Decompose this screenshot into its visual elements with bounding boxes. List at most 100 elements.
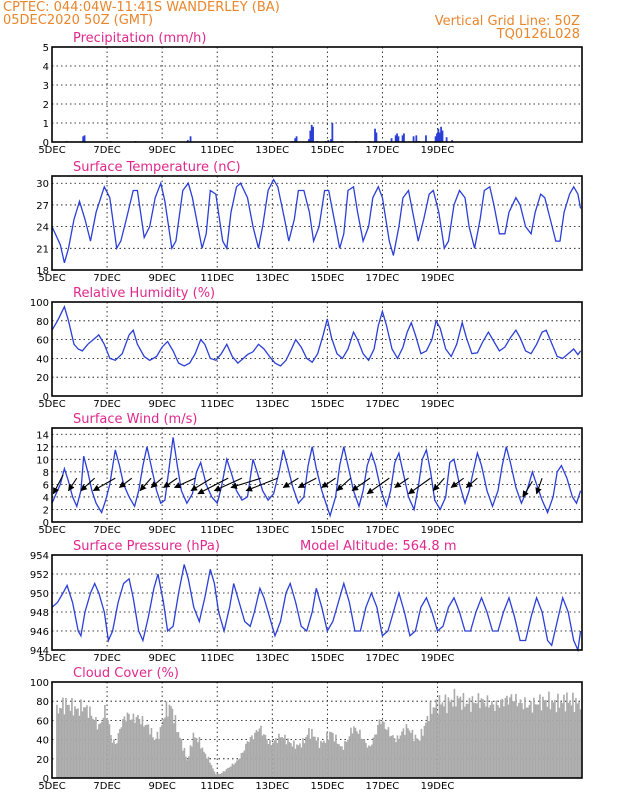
cloud-cover-bar: [164, 717, 166, 778]
cloud-cover-bar: [258, 728, 261, 778]
cloud-cover-bar: [281, 736, 283, 778]
temperature-title: Surface Temperature (nC): [73, 160, 241, 175]
cloud-cover-bar: [99, 723, 102, 778]
cloud-cover-bar: [179, 737, 181, 778]
cloud-cover-bar: [272, 742, 274, 778]
cloud-cover-bar: [333, 741, 336, 778]
wind-series-line: [51, 437, 582, 518]
pressure-ytick-label: 954: [30, 551, 49, 562]
precipitation-bar: [438, 132, 441, 142]
cloud-cover-bar: [206, 758, 208, 778]
cloud-cover-bar: [560, 702, 562, 778]
header-vertical-grid: Vertical Grid Line: 50Z: [434, 14, 580, 29]
cloud-cover-bar: [275, 738, 277, 778]
precipitation-ytick-label: 5: [43, 43, 49, 54]
precipitation-bar: [434, 136, 437, 142]
cloud-cover-bar: [393, 738, 396, 778]
cloud-cover-bar: [563, 694, 565, 778]
cloud-cover-bar: [522, 709, 525, 778]
cloud-cover-bar: [59, 707, 61, 778]
cloud-cover-bar: [459, 696, 462, 778]
wind-vector-arrow: [118, 477, 133, 488]
cloud-ytick-label: 20: [36, 755, 49, 766]
cloud-cover-bar: [174, 715, 177, 778]
cloud-cover-bar: [527, 707, 529, 778]
cloud-cover-bar: [248, 742, 250, 778]
precipitation-bar: [445, 137, 448, 142]
cloud-cover-bar: [173, 723, 175, 778]
cloud-cover-bar: [201, 747, 204, 778]
cloud-cover-bar: [92, 718, 94, 778]
wind-ytick-label: 2: [43, 505, 49, 516]
cloud-cover-bar: [276, 743, 279, 778]
cloud-cover-bar: [417, 739, 420, 778]
cloud-cover-bar: [320, 740, 322, 778]
precipitation-bar: [374, 128, 376, 142]
cloud-xtick-label: 9DEC: [148, 781, 175, 792]
wind-vector-arrow: [92, 477, 116, 492]
cloud-cover-bar: [308, 727, 310, 778]
cloud-cover-bar: [477, 693, 480, 778]
cloud-cover-bar: [257, 731, 259, 778]
cloud-cover-bar: [198, 736, 201, 778]
cloud-cover-bar: [213, 771, 216, 778]
cloud-cover-bar: [144, 725, 147, 778]
cloud-cover-bar: [374, 734, 376, 778]
cloud-cover-bar: [237, 759, 240, 778]
cloud-cover-bar: [479, 708, 481, 778]
wind-xtick-label: 15DEC: [310, 525, 344, 536]
cloud-cover-bar: [137, 714, 139, 778]
humidity-title: Relative Humidity (%): [73, 286, 215, 301]
precipitation-title: Precipitation (mm/h): [73, 31, 206, 46]
temperature-xtick-label: 7DEC: [93, 273, 120, 284]
cloud-cover-bar: [63, 714, 66, 778]
cloud-cover-bar: [579, 709, 582, 778]
precipitation-bar: [310, 124, 313, 142]
cloud-cover-bar: [74, 706, 76, 778]
cloud-cover-bar: [396, 735, 399, 778]
cloud-cover-bar: [549, 709, 552, 778]
cloud-cover-bar: [194, 737, 196, 778]
cloud-cover-bar: [365, 743, 367, 778]
cloud-cover-bar: [230, 766, 232, 778]
cloud-cover-bar: [126, 712, 129, 778]
cloud-cover-bar: [231, 763, 234, 778]
cloud-cover-bar: [528, 704, 531, 778]
cloud-cover-bar: [116, 743, 118, 778]
header-model-id: TQ0126L028: [496, 27, 580, 42]
wind-vector-arrow: [245, 477, 278, 492]
cloud-cover-bar: [510, 694, 513, 778]
cloud-cover-bar: [443, 706, 445, 778]
cloud-cover-bar: [501, 699, 504, 778]
temperature-xtick-label: 19DEC: [421, 273, 455, 284]
cloud-cover-bar: [312, 736, 315, 778]
cloud-cover-bar: [183, 747, 186, 778]
cloud-cover-bar: [189, 745, 192, 778]
humidity-xtick-label: 5DEC: [38, 399, 65, 410]
cloud-cover-bar: [545, 700, 547, 778]
cloud-cover-bar: [147, 724, 150, 778]
wind-xtick-label: 13DEC: [255, 525, 289, 536]
cloud-cover-bar: [360, 738, 363, 778]
cloud-cover-bar: [80, 699, 82, 778]
cloud-cover-bar: [143, 726, 145, 778]
cloud-cover-bar: [377, 724, 379, 778]
cloud-cover-bar: [336, 743, 339, 778]
cloud-cover-bar: [186, 760, 189, 778]
cloud-cover-bar: [482, 699, 484, 778]
wind-ytick-label: 0: [43, 518, 49, 529]
cloud-cover-bar: [420, 728, 423, 778]
humidity-ytick-label: 0: [43, 392, 49, 403]
cloud-cover-bar: [437, 714, 439, 778]
wind-vector-arrow: [408, 477, 431, 495]
cloud-cover-bar: [72, 715, 75, 778]
cloud-cover-bar: [225, 769, 228, 778]
cloud-cover-bar: [284, 734, 286, 778]
precipitation-xtick-label: 13DEC: [255, 145, 289, 156]
cloud-cover-bar: [113, 739, 115, 778]
cloud-cover-bar: [270, 745, 273, 778]
cloud-ytick-label: 0: [43, 774, 49, 785]
precipitation-bar: [390, 138, 393, 142]
cloud-cover-bar: [434, 707, 436, 778]
cloud-cover-bar: [531, 712, 534, 778]
